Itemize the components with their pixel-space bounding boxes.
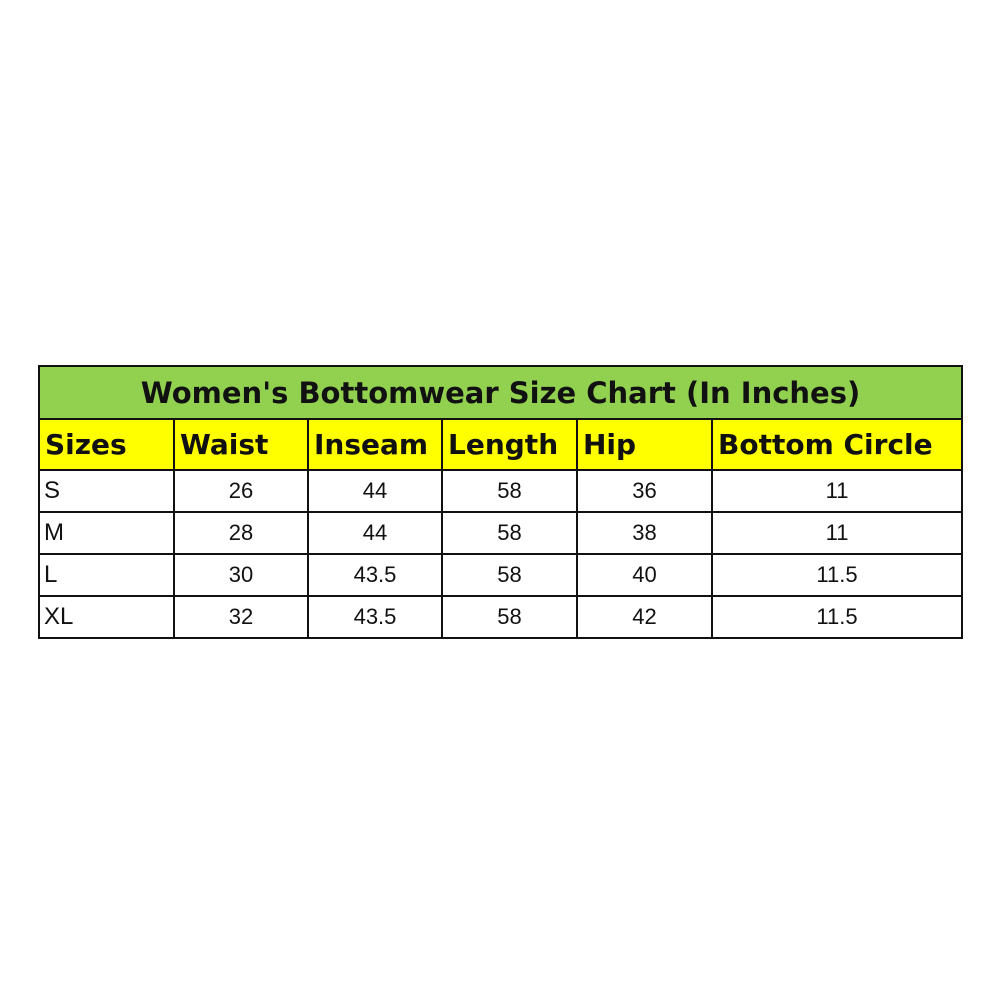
size-cell: XL xyxy=(38,595,175,639)
column-header-hip: Hip xyxy=(576,418,713,471)
table-row: XL 32 43.5 58 42 11.5 xyxy=(38,595,964,639)
column-header-waist: Waist xyxy=(173,418,309,471)
value-cell: 11.5 xyxy=(710,595,964,639)
value-cell: 32 xyxy=(173,595,309,639)
size-cell: L xyxy=(38,553,175,597)
value-cell: 42 xyxy=(576,595,713,639)
value-cell: 30 xyxy=(173,553,309,597)
value-cell: 38 xyxy=(576,511,713,555)
value-cell: 26 xyxy=(173,469,309,513)
column-header-bottom-circle: Bottom Circle xyxy=(710,418,964,471)
table-row: L 30 43.5 58 40 11.5 xyxy=(38,553,964,597)
value-cell: 11 xyxy=(710,511,964,555)
value-cell: 43.5 xyxy=(307,553,443,597)
value-cell: 44 xyxy=(307,469,443,513)
size-cell: S xyxy=(38,469,175,513)
value-cell: 58 xyxy=(441,595,578,639)
value-cell: 11 xyxy=(710,469,964,513)
table-row: M 28 44 58 38 11 xyxy=(38,511,964,555)
value-cell: 40 xyxy=(576,553,713,597)
column-header-sizes: Sizes xyxy=(38,418,175,471)
value-cell: 58 xyxy=(441,511,578,555)
table-title: Women's Bottomwear Size Chart (In Inches… xyxy=(37,365,964,420)
column-header-length: Length xyxy=(441,418,578,471)
value-cell: 28 xyxy=(173,511,309,555)
size-chart-table: Women's Bottomwear Size Chart (In Inches… xyxy=(37,365,964,639)
size-cell: M xyxy=(38,511,175,555)
value-cell: 36 xyxy=(576,469,713,513)
value-cell: 58 xyxy=(441,469,578,513)
header-row: Sizes Waist Inseam Length Hip Bottom Circle xyxy=(38,418,964,471)
value-cell: 43.5 xyxy=(307,595,443,639)
value-cell: 11.5 xyxy=(710,553,964,597)
table-row: S 26 44 58 36 11 xyxy=(38,469,964,513)
value-cell: 58 xyxy=(441,553,578,597)
column-header-inseam: Inseam xyxy=(307,418,443,471)
value-cell: 44 xyxy=(307,511,443,555)
